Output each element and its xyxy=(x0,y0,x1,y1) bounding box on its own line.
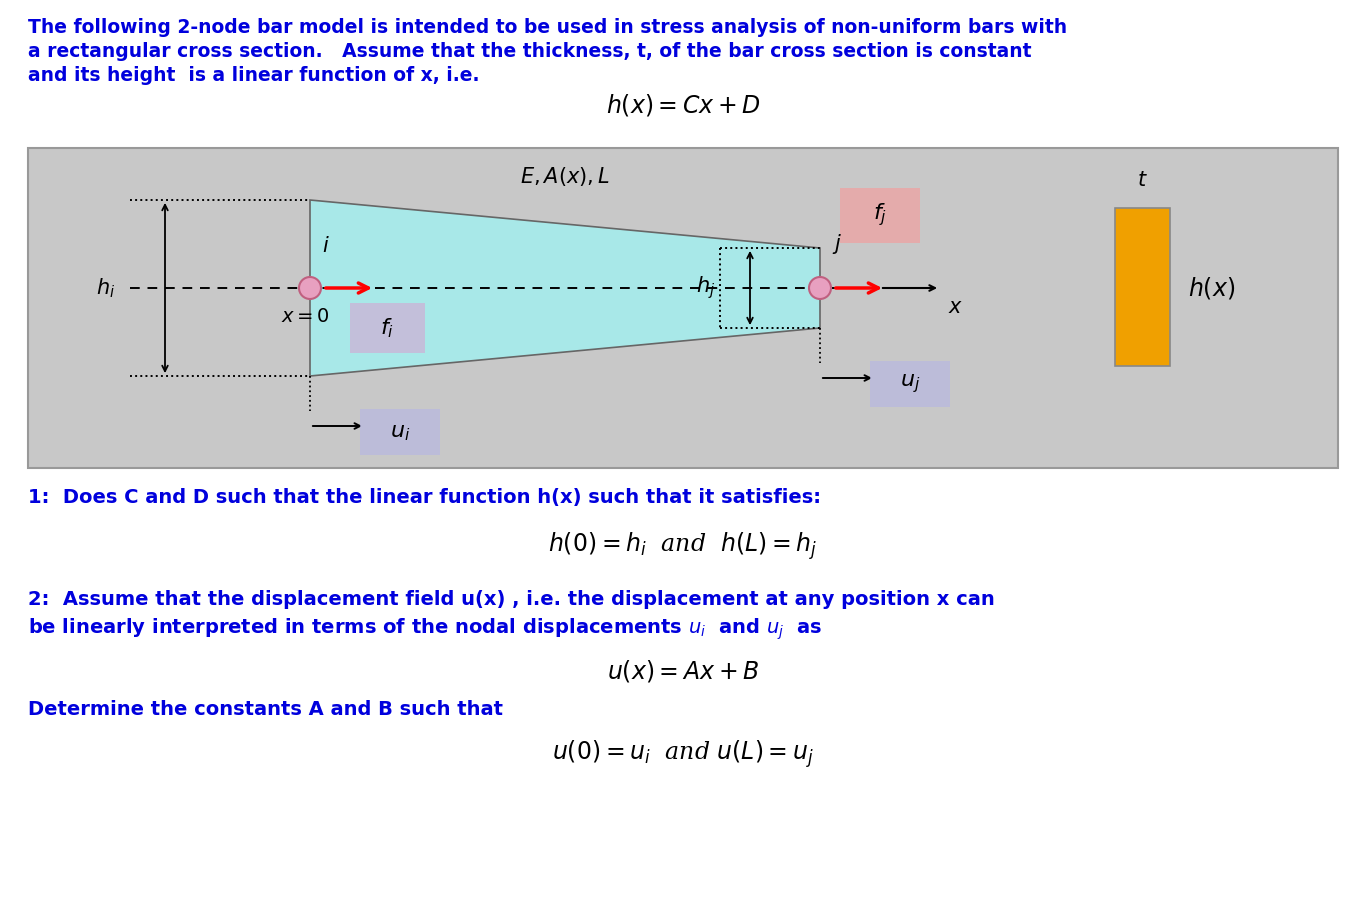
Text: 2:  Assume that the displacement field u(x) , i.e. the displacement at any posit: 2: Assume that the displacement field u(… xyxy=(27,590,994,609)
Text: $f_j$: $f_j$ xyxy=(873,202,887,228)
FancyBboxPatch shape xyxy=(361,409,440,455)
FancyBboxPatch shape xyxy=(350,303,425,353)
Bar xyxy=(27,148,1339,468)
Text: and its height  is a linear function of x, i.e.: and its height is a linear function of x… xyxy=(27,66,479,85)
Polygon shape xyxy=(310,200,820,376)
Text: $h(0)=h_i$  and  $h(L)=h_j$: $h(0)=h_i$ and $h(L)=h_j$ xyxy=(548,530,818,561)
Text: $h(x)=Cx+D$: $h(x)=Cx+D$ xyxy=(605,92,761,118)
Text: $t$: $t$ xyxy=(1137,171,1147,190)
Text: a rectangular cross section.   Assume that the thickness, t, of the bar cross se: a rectangular cross section. Assume that… xyxy=(27,42,1031,61)
Text: $f_i$: $f_i$ xyxy=(380,316,393,339)
FancyBboxPatch shape xyxy=(870,361,949,407)
Text: Determine the constants A and B such that: Determine the constants A and B such tha… xyxy=(27,700,503,719)
Text: 1:  Does C and D such that the linear function h(x) such that it satisfies:: 1: Does C and D such that the linear fun… xyxy=(27,488,821,507)
Text: $u(0)=u_i$  and $u(L)=u_j$: $u(0)=u_i$ and $u(L)=u_j$ xyxy=(552,738,814,770)
Text: $h(x)$: $h(x)$ xyxy=(1188,275,1235,301)
Circle shape xyxy=(299,277,321,299)
Text: $x=0$: $x=0$ xyxy=(280,308,329,326)
Text: $i$: $i$ xyxy=(322,236,329,256)
Text: The following 2-node bar model is intended to be used in stress analysis of non-: The following 2-node bar model is intend… xyxy=(27,18,1067,37)
Text: $j$: $j$ xyxy=(832,232,843,256)
Text: $u_i$: $u_i$ xyxy=(389,421,410,443)
Text: be linearly interpreted in terms of the nodal displacements $u_i$  and $u_j$  as: be linearly interpreted in terms of the … xyxy=(27,616,822,642)
Text: $h_i$: $h_i$ xyxy=(96,277,115,299)
Text: $E, A(x), L$: $E, A(x), L$ xyxy=(520,165,611,188)
FancyBboxPatch shape xyxy=(840,188,919,243)
Bar xyxy=(1115,208,1171,366)
Text: $u_j$: $u_j$ xyxy=(900,372,921,396)
Text: $x$: $x$ xyxy=(948,298,963,317)
Circle shape xyxy=(809,277,831,299)
Text: $h_j$: $h_j$ xyxy=(695,275,714,301)
Text: $u(x)=Ax+B$: $u(x)=Ax+B$ xyxy=(607,658,759,684)
